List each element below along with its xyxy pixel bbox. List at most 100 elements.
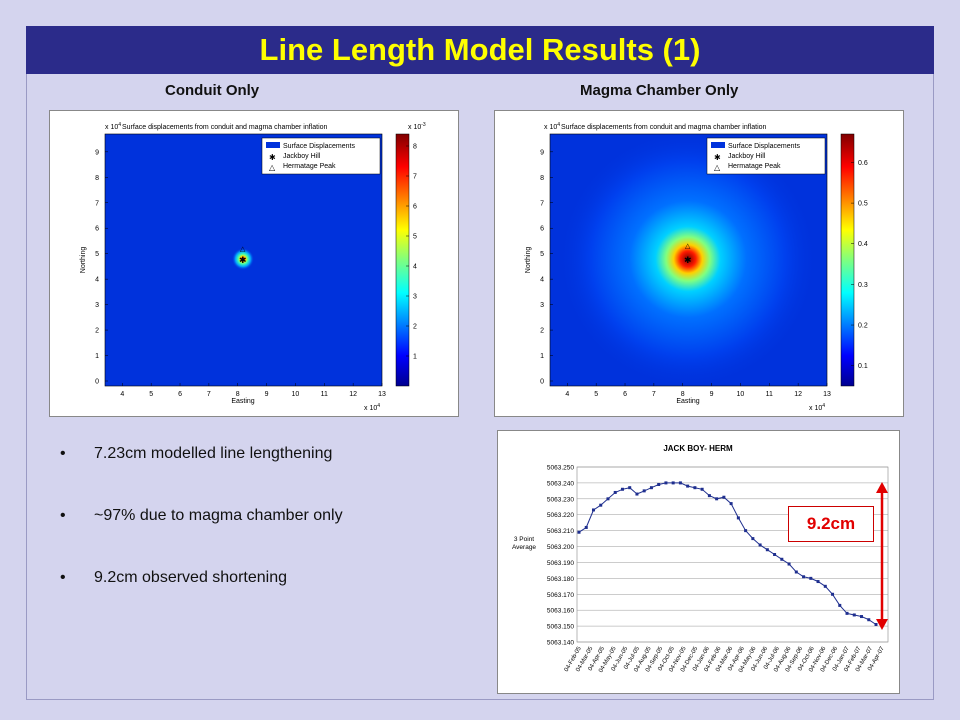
- bullet-dot-icon: •: [60, 445, 66, 462]
- x-tick: 4: [120, 383, 124, 398]
- chart-y-tick-label: 5063.220: [547, 512, 574, 519]
- legend-item: Jackboy Hill: [283, 153, 321, 160]
- x-tick: 11: [321, 383, 328, 398]
- chart-point: [765, 548, 769, 552]
- conduit-plot-svg: x 104 Surface displacements from conduit…: [80, 122, 426, 412]
- y-tick-label: 4: [540, 277, 544, 284]
- x-tick: 12: [349, 383, 357, 398]
- x-tick: 12: [794, 383, 802, 398]
- y-tick-label: 7: [540, 200, 544, 207]
- x-tick-label: 8: [236, 391, 240, 398]
- chart-point: [744, 529, 748, 533]
- x-tick-label: 6: [623, 391, 627, 398]
- colorbar-tick: 0.1: [851, 363, 868, 370]
- y-tick: 0: [95, 379, 108, 386]
- y-tick-label: 1: [540, 353, 544, 360]
- x-tick: 5: [594, 383, 598, 398]
- chart-point: [852, 613, 856, 617]
- chart-point: [845, 611, 849, 615]
- chart-point: [816, 580, 820, 584]
- bullet-dot-icon: •: [60, 569, 66, 586]
- y-tick-label: 3: [95, 302, 99, 309]
- legend-item: Hermatage Peak: [283, 163, 336, 170]
- x-tick: 7: [652, 383, 656, 398]
- plot-title: Surface displacements from conduit and m…: [122, 124, 328, 131]
- chart-point: [758, 543, 762, 547]
- y-ticks: 0 1 2 3 4 5 6 7 8 9: [95, 149, 108, 386]
- left-heading: Conduit Only: [165, 82, 260, 99]
- y-tick-label: 8: [95, 175, 99, 182]
- chart-y-axis-label: 3 Point Average: [512, 536, 536, 551]
- y-tick-label: 6: [95, 226, 99, 233]
- x-exponent: x 104: [364, 403, 380, 412]
- x-tick-label: 9: [265, 391, 269, 398]
- chart-point: [657, 483, 661, 486]
- y-tick: 5: [540, 251, 553, 258]
- y-tick: 9: [95, 149, 108, 156]
- asterisk-icon: ✱: [269, 153, 276, 162]
- magma-chamber-plot-svg: x 104 Surface displacements from conduit…: [525, 122, 868, 412]
- x-tick: 11: [766, 383, 773, 398]
- shortening-label: 9.2cm: [788, 506, 874, 542]
- colorbar-tick: 0.2: [851, 323, 868, 330]
- bullet-item: • 7.23cm modelled line lengthening: [60, 440, 480, 502]
- x-tick: 9: [265, 383, 269, 398]
- x-tick: 9: [710, 383, 714, 398]
- colorbar-tick: 1: [406, 354, 417, 361]
- colorbar: [395, 133, 410, 387]
- chart-y-tick-label: 5063.230: [547, 496, 574, 503]
- y-tick: 4: [95, 277, 108, 284]
- colorbar-tick-label: 6: [413, 204, 417, 211]
- x-tick: 13: [823, 383, 831, 398]
- colorbar-tick-label: 5: [413, 234, 417, 241]
- y-tick: 7: [540, 200, 553, 207]
- y-tick: 8: [95, 175, 108, 182]
- colorbar-tick-label: 0.4: [858, 241, 868, 248]
- legend-item: Surface Displacements: [283, 143, 355, 150]
- chart-point: [773, 553, 777, 556]
- chart-point: [794, 570, 798, 574]
- chart-y-tick-label: 5063.140: [547, 640, 574, 647]
- colorbar-tick: 4: [406, 264, 417, 271]
- chart-point: [874, 623, 878, 626]
- y-tick-label: 0: [95, 379, 99, 386]
- chart-point: [809, 576, 813, 580]
- chart-point: [649, 486, 653, 490]
- chart-point: [628, 486, 632, 490]
- y-tick: 2: [540, 328, 553, 335]
- chart-y-tick-label: 5063.240: [547, 480, 574, 487]
- bullet-item: • ~97% due to magma chamber only: [60, 502, 480, 564]
- chart-point: [599, 503, 603, 507]
- colorbar-tick-label: 0.2: [858, 323, 868, 330]
- chart-point: [584, 525, 588, 529]
- colorbar-tick-label: 3: [413, 294, 417, 301]
- chart-point: [823, 584, 827, 588]
- legend-item: Hermatage Peak: [728, 163, 781, 170]
- line-length-chart-svg: JACK BOY- HERM 3 Point Average 5063.25050…: [512, 444, 889, 674]
- chart-y-ticks: 5063.250 5063.240 5063.230 5063.220 5063.210…: [547, 465, 574, 647]
- colorbar-ticks: 1 2 3 4 5 6 7 8: [406, 144, 417, 361]
- y-tick: 0: [540, 379, 553, 386]
- x-tick: 6: [623, 383, 627, 398]
- x-tick-label: 11: [766, 391, 773, 398]
- x-tick-label: 12: [349, 391, 357, 398]
- colorbar-tick: 0.3: [851, 282, 868, 289]
- x-tick: 8: [681, 383, 685, 398]
- colorbar-tick-label: 0.1: [858, 363, 868, 370]
- y-tick: 6: [540, 226, 553, 233]
- slide-title: Line Length Model Results (1): [259, 32, 701, 67]
- y-tick-label: 9: [95, 149, 99, 156]
- triangle-icon: △: [269, 163, 276, 172]
- hermatage-marker-icon: △: [685, 243, 691, 250]
- colorbar-tick-label: 7: [413, 174, 417, 181]
- colorbar-tick-label: 0.5: [858, 201, 868, 208]
- y-tick-label: 7: [95, 200, 99, 207]
- chart-point: [671, 481, 675, 485]
- colorbar-tick-label: 8: [413, 144, 417, 151]
- x-axis-label: Easting: [676, 398, 699, 405]
- x-tick-label: 5: [594, 391, 598, 398]
- chart-point: [635, 492, 639, 496]
- x-tick: 10: [737, 383, 744, 398]
- colorbar-tick-label: 2: [413, 324, 417, 331]
- colorbar-tick: 8: [406, 144, 417, 151]
